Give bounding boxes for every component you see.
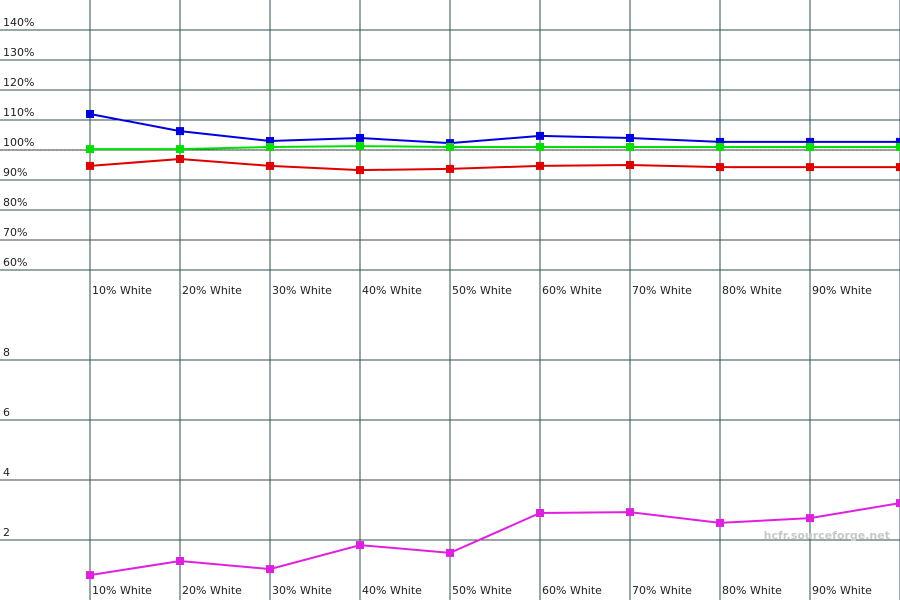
data-point xyxy=(266,137,274,145)
x-tick-label: 50% White xyxy=(452,284,512,297)
data-point xyxy=(536,131,544,140)
data-point xyxy=(896,137,900,146)
data-point xyxy=(806,514,814,523)
data-point xyxy=(896,163,900,172)
data-point xyxy=(896,143,900,151)
data-point xyxy=(626,161,634,169)
data-point xyxy=(536,509,544,517)
data-point xyxy=(716,137,724,146)
x-tick-label: 90% White xyxy=(812,584,872,597)
x-tick-label: 70% White xyxy=(632,584,692,597)
x-tick-label: 60% White xyxy=(542,584,602,597)
data-point xyxy=(716,163,724,172)
data-point xyxy=(626,134,634,142)
x-tick-label: 20% White xyxy=(182,584,242,597)
watermark: hcfr.sourceforge.net xyxy=(764,529,890,542)
series-line xyxy=(89,502,900,577)
data-point xyxy=(86,110,94,118)
data-point xyxy=(86,571,94,580)
data-point xyxy=(176,145,184,154)
data-point xyxy=(86,161,94,170)
data-point xyxy=(446,143,454,151)
data-point xyxy=(806,137,814,146)
y-tick-label: 60% xyxy=(3,256,27,269)
y-tick-label: 120% xyxy=(3,76,34,89)
data-point xyxy=(806,163,814,172)
data-point xyxy=(356,541,364,550)
x-tick-label: 40% White xyxy=(362,284,422,297)
y-tick-label: 8 xyxy=(3,346,10,359)
x-tick-label: 90% White xyxy=(812,284,872,297)
y-tick-label: 6 xyxy=(3,406,10,419)
y-tick-label: 70% xyxy=(3,226,27,239)
data-point xyxy=(896,499,900,508)
data-point xyxy=(536,143,544,151)
series-line xyxy=(89,113,900,145)
data-point xyxy=(356,142,364,151)
data-point xyxy=(266,565,274,574)
y-tick-label: 110% xyxy=(3,106,34,119)
data-point xyxy=(626,508,634,517)
data-point xyxy=(716,143,724,151)
data-point xyxy=(176,127,184,136)
x-tick-label: 10% White xyxy=(92,284,152,297)
data-point xyxy=(356,166,364,175)
data-point xyxy=(266,161,274,170)
y-tick-label: 90% xyxy=(3,166,27,179)
y-tick-label: 2 xyxy=(3,526,10,539)
x-tick-label: 80% White xyxy=(722,584,782,597)
data-point xyxy=(716,518,724,527)
y-tick-label: 4 xyxy=(3,466,10,479)
x-tick-label: 60% White xyxy=(542,284,602,297)
series-line xyxy=(89,157,900,172)
data-point xyxy=(806,143,814,151)
data-point xyxy=(626,143,634,151)
x-tick-label: 70% White xyxy=(632,284,692,297)
data-point xyxy=(356,134,364,142)
y-tick-label: 130% xyxy=(3,46,34,59)
y-tick-label: 80% xyxy=(3,196,27,209)
data-point xyxy=(446,164,454,173)
x-tick-label: 20% White xyxy=(182,284,242,297)
x-tick-label: 30% White xyxy=(272,584,332,597)
data-point xyxy=(86,145,94,154)
data-point xyxy=(176,155,184,163)
x-tick-label: 30% White xyxy=(272,284,332,297)
x-tick-label: 80% White xyxy=(722,284,782,297)
data-point xyxy=(446,548,454,557)
data-point xyxy=(536,161,544,170)
data-point xyxy=(266,143,274,151)
y-tick-label: 140% xyxy=(3,16,34,29)
y-tick-label: 100% xyxy=(3,136,34,149)
x-tick-label: 10% White xyxy=(92,584,152,597)
x-tick-label: 40% White xyxy=(362,584,422,597)
series-line xyxy=(90,145,900,151)
data-point xyxy=(176,557,184,565)
x-tick-label: 50% White xyxy=(452,584,512,597)
